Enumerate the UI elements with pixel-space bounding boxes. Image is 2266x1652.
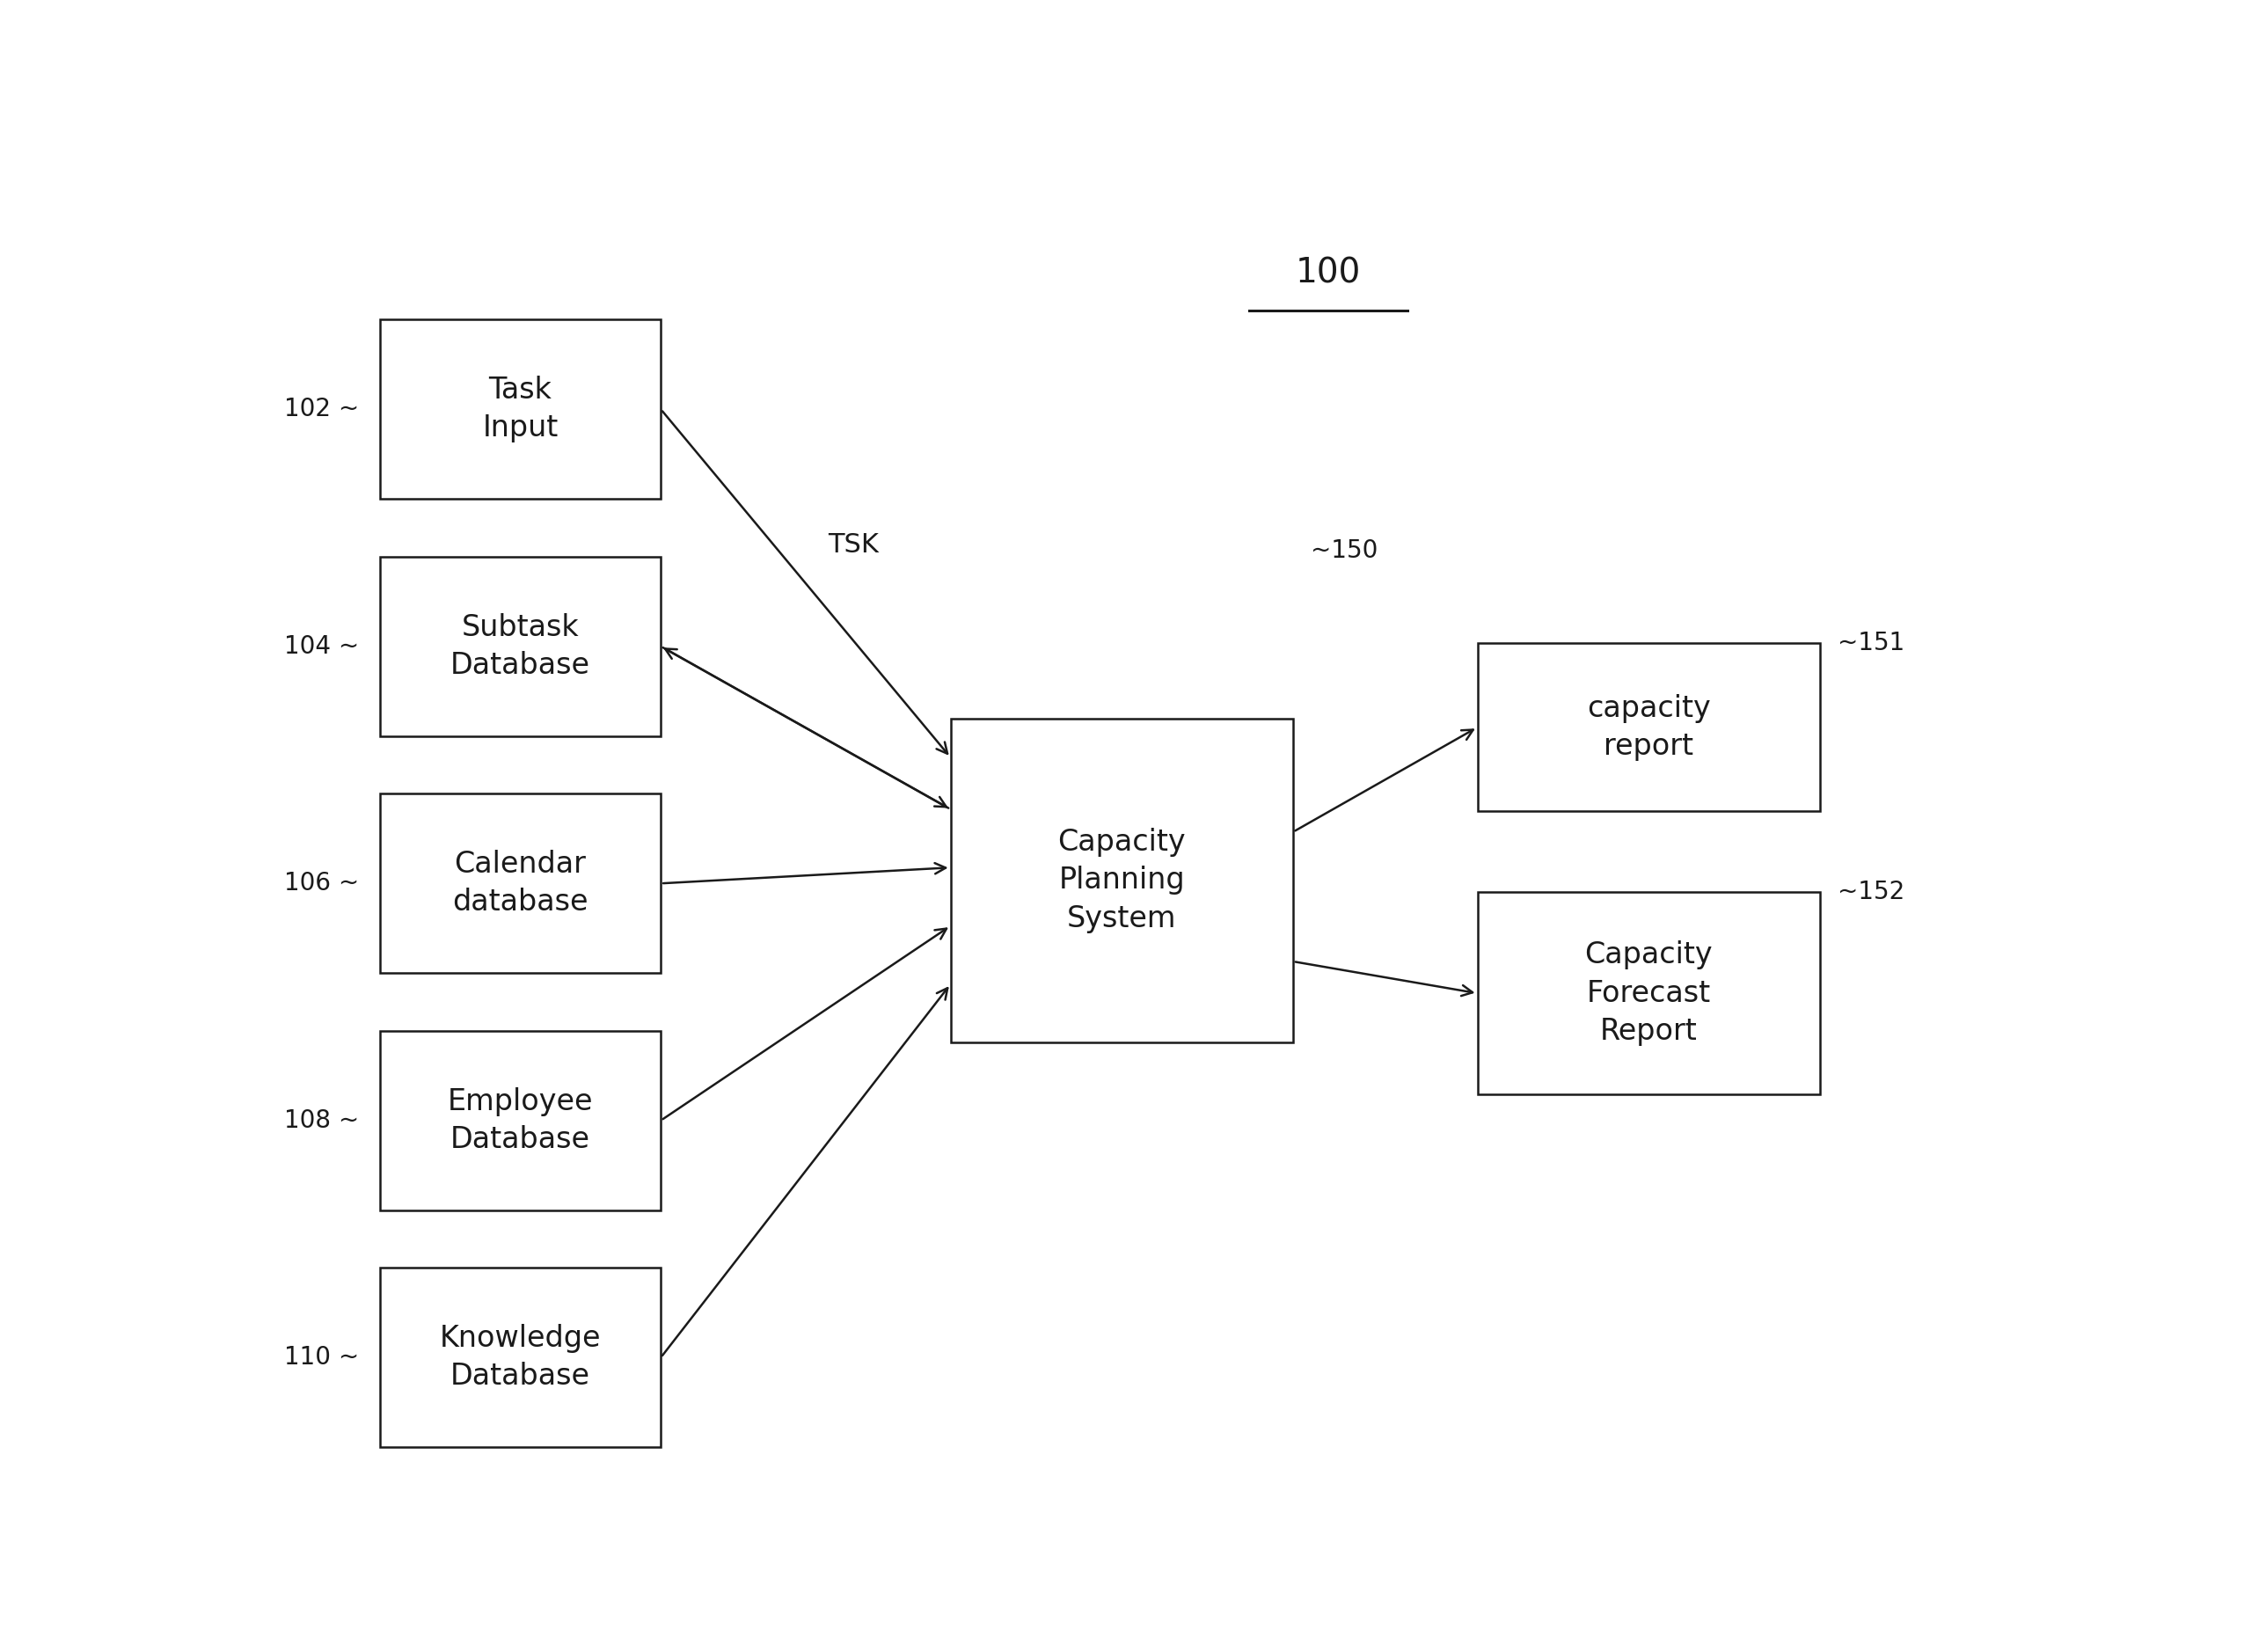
Text: TSK: TSK <box>827 532 879 558</box>
Bar <box>381 1031 662 1209</box>
Bar <box>1477 892 1820 1094</box>
Text: Task
Input: Task Input <box>483 375 557 443</box>
Text: Subtask
Database: Subtask Database <box>451 613 589 681</box>
Text: ~151: ~151 <box>1838 631 1903 656</box>
Bar <box>952 719 1294 1042</box>
Text: Knowledge
Database: Knowledge Database <box>440 1323 600 1391</box>
Text: 104 ~: 104 ~ <box>283 634 358 659</box>
Text: capacity
report: capacity report <box>1586 694 1711 762</box>
Text: 108 ~: 108 ~ <box>283 1108 358 1133</box>
Text: ~150: ~150 <box>1310 539 1378 563</box>
Text: Capacity
Forecast
Report: Capacity Forecast Report <box>1584 940 1713 1046</box>
Text: ~152: ~152 <box>1838 881 1903 904</box>
Text: 106 ~: 106 ~ <box>283 871 358 895</box>
Text: 102 ~: 102 ~ <box>283 396 358 421</box>
Text: Capacity
Planning
System: Capacity Planning System <box>1058 828 1185 933</box>
Text: 100: 100 <box>1296 256 1362 291</box>
Text: 110 ~: 110 ~ <box>283 1345 358 1370</box>
Bar <box>381 319 662 499</box>
Text: Calendar
database: Calendar database <box>453 849 589 917</box>
Text: Employee
Database: Employee Database <box>449 1087 594 1155</box>
Bar <box>1477 643 1820 811</box>
Bar <box>381 557 662 735</box>
Bar <box>381 793 662 973</box>
Bar <box>381 1269 662 1447</box>
